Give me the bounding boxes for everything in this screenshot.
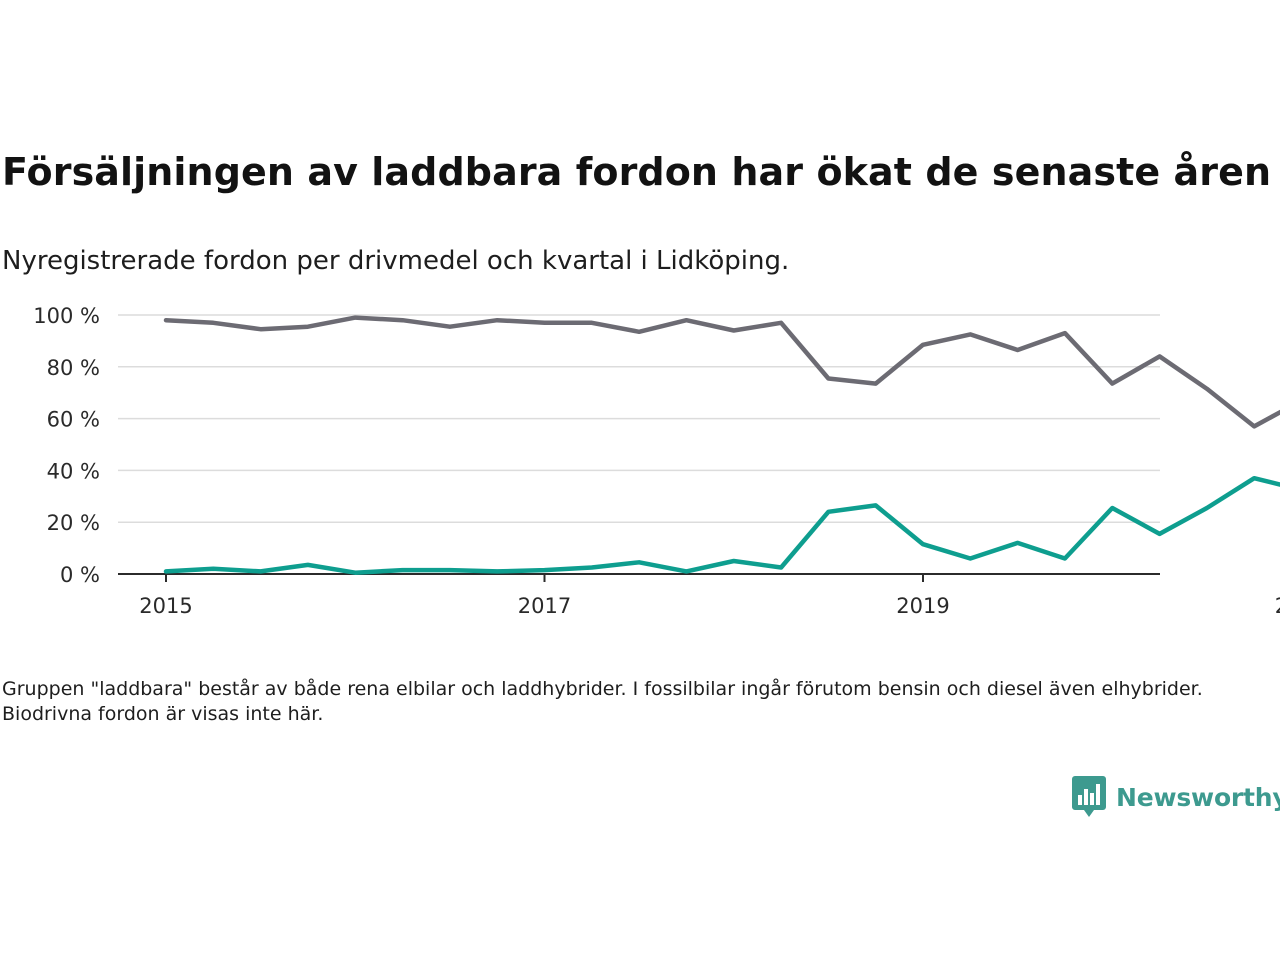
series-lines — [163, 315, 1280, 575]
y-tick-label: 20 % — [47, 511, 100, 535]
y-tick-label: 100 % — [33, 304, 100, 328]
y-tick-label: 0 % — [60, 563, 100, 587]
y-axis-tick-labels: 0 % 20 % 40 % 60 % 80 % 100 % — [33, 304, 100, 587]
y-tick-label: 80 % — [47, 356, 100, 380]
bar-chart-speech-bubble-icon — [1072, 776, 1106, 817]
x-tick-label: 2017 — [518, 594, 571, 618]
newsworthy-logo: Newsworthy — [1072, 776, 1280, 818]
chart-title: Försäljningen av laddbara fordon har öka… — [2, 150, 1272, 194]
x-tick-label: 2021 — [1275, 594, 1280, 618]
logo-text: Newsworthy — [1116, 782, 1280, 812]
footnote: Gruppen "laddbara" består av både rena e… — [2, 678, 1203, 725]
chart-subtitle: Nyregistrerade fordon per drivmedel och … — [2, 246, 790, 276]
y-tick-label: 60 % — [47, 408, 100, 432]
x-tick-label: 2015 — [139, 594, 192, 618]
series-line-fossilbilar — [163, 315, 1280, 429]
y-tick-label: 40 % — [47, 459, 100, 483]
line-chart: 0 % 20 % 40 % 60 % 80 % 100 % 2015 2017 2019 202… — [33, 304, 1280, 618]
series-line-laddbara — [163, 475, 1280, 575]
x-axis-ticks: 201520172019202120232025 — [139, 574, 1280, 618]
x-tick-label: 2019 — [896, 594, 949, 618]
grid-lines — [118, 314, 1160, 523]
